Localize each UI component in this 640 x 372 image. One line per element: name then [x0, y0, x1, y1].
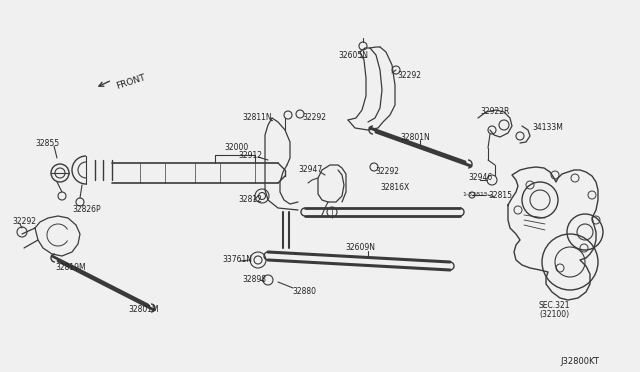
Text: 32605N: 32605N	[338, 51, 368, 60]
Text: 32855: 32855	[35, 138, 59, 148]
Text: 1-32815: 1-32815	[462, 192, 488, 198]
Text: 32609N: 32609N	[345, 244, 375, 253]
Text: 32898: 32898	[242, 276, 266, 285]
Text: 32922R: 32922R	[480, 108, 509, 116]
Text: 32880: 32880	[292, 288, 316, 296]
Text: 32826P: 32826P	[72, 205, 100, 215]
Text: 32946: 32946	[468, 173, 492, 183]
Text: FRONT: FRONT	[115, 73, 147, 91]
Text: 33761N: 33761N	[222, 256, 252, 264]
Text: 32812: 32812	[238, 196, 262, 205]
Text: (32100): (32100)	[539, 310, 569, 318]
Text: 34133M: 34133M	[532, 124, 563, 132]
Text: 32292: 32292	[397, 71, 421, 80]
Text: J32800KT: J32800KT	[560, 357, 599, 366]
Text: 32292: 32292	[375, 167, 399, 176]
Text: 32811N: 32811N	[242, 113, 271, 122]
Text: 32947: 32947	[298, 166, 323, 174]
Text: 32292: 32292	[12, 218, 36, 227]
Text: 32816X: 32816X	[380, 183, 409, 192]
Text: 32815: 32815	[488, 190, 512, 199]
Text: 32000: 32000	[224, 144, 248, 153]
Text: 32292: 32292	[302, 113, 326, 122]
Text: 32912: 32912	[238, 151, 262, 160]
Text: 32801M: 32801M	[128, 305, 159, 314]
Text: SEC.321: SEC.321	[538, 301, 570, 310]
Text: 32801N: 32801N	[400, 134, 429, 142]
Text: 32819M: 32819M	[55, 263, 86, 273]
